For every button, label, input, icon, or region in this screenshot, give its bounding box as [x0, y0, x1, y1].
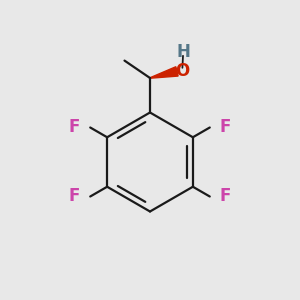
Text: F: F	[220, 188, 231, 206]
Text: F: F	[220, 118, 231, 136]
Text: H: H	[176, 43, 190, 61]
Polygon shape	[150, 67, 178, 78]
Text: O: O	[175, 62, 190, 80]
Text: F: F	[69, 118, 80, 136]
Text: F: F	[69, 188, 80, 206]
